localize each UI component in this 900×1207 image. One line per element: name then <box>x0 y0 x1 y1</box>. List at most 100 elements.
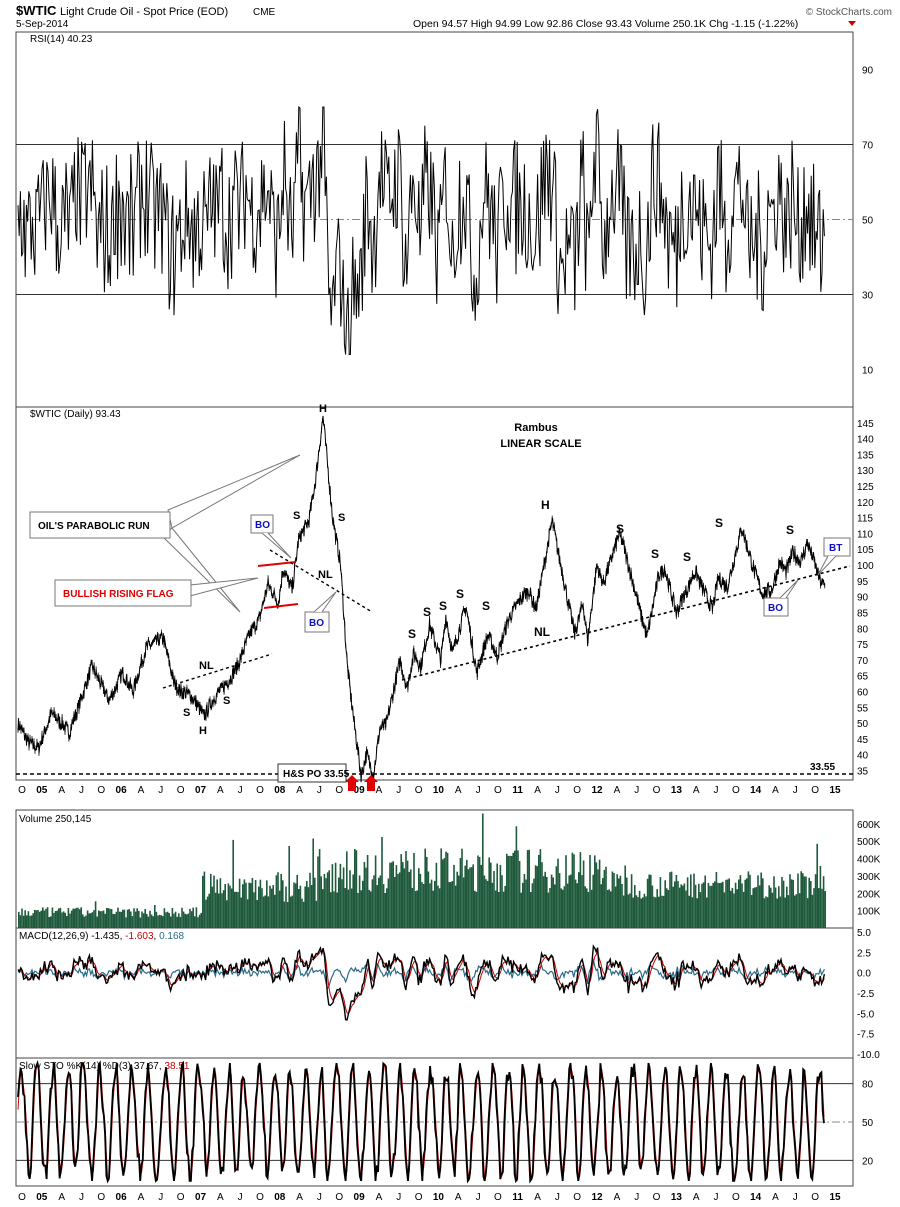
volume-bar <box>822 876 825 928</box>
volume-bar <box>200 912 202 928</box>
volume-bar <box>37 910 39 928</box>
volume-bar <box>709 885 711 928</box>
volume-bar <box>128 909 130 928</box>
volume-bar <box>360 890 362 928</box>
time-axis-label: 05 <box>36 1192 48 1203</box>
volume-bar <box>789 874 791 928</box>
rsi-tick-label: 50 <box>862 216 874 227</box>
price-tick-label: 135 <box>857 450 874 461</box>
volume-bar <box>256 900 258 928</box>
volume-bar <box>677 881 679 928</box>
macd-tick-label: -5.0 <box>857 1009 875 1020</box>
volume-bar <box>726 879 729 928</box>
volume-bar <box>18 911 20 928</box>
volume-bar <box>442 859 444 928</box>
shoulder-label: S <box>683 550 691 564</box>
volume-tick-label: 200K <box>857 889 881 900</box>
volume-bar <box>574 879 577 928</box>
chg-down-icon <box>848 21 856 26</box>
volume-bar <box>710 885 713 928</box>
volume-bar <box>275 875 278 928</box>
rsi-tick-label: 30 <box>862 291 874 302</box>
neckline-2008-label: NL <box>318 569 333 581</box>
volume-bar <box>219 878 222 928</box>
volume-bar <box>75 907 78 928</box>
volume-bar <box>597 869 599 928</box>
volume-bar <box>125 917 127 928</box>
volume-bar <box>763 898 766 928</box>
volume-bar <box>155 911 158 928</box>
volume-bar <box>206 896 209 928</box>
volume-bar <box>245 882 247 928</box>
time-axis-label: O <box>573 785 581 796</box>
volume-tick-label: 400K <box>857 855 881 866</box>
volume-bar <box>91 912 94 928</box>
volume-bar <box>253 892 255 928</box>
volume-bar <box>491 882 494 928</box>
volume-bar <box>349 870 351 928</box>
volume-bar <box>115 911 118 928</box>
volume-bar <box>82 914 84 928</box>
volume-bar <box>515 826 518 928</box>
volume-bar <box>48 917 50 928</box>
volume-bar <box>160 915 162 928</box>
volume-bar <box>469 867 471 928</box>
time-axis-label: 11 <box>512 785 523 796</box>
volume-bar <box>171 908 174 928</box>
volume-bar <box>494 890 497 928</box>
volume-bar <box>400 854 402 928</box>
rsi-tick-label: 10 <box>862 366 874 377</box>
macd-signal-value: -1.603 <box>125 931 154 942</box>
volume-tick-label: 600K <box>857 820 881 831</box>
volume-bar <box>568 875 570 928</box>
volume-bar <box>416 890 418 928</box>
macd-lines <box>17 944 826 1021</box>
volume-bar <box>310 885 313 928</box>
price-tick-label: 130 <box>857 466 874 477</box>
rambus-label: Rambus <box>514 422 557 434</box>
volume-bar <box>368 890 370 928</box>
volume-bar <box>728 878 730 928</box>
volume-bar <box>669 872 671 928</box>
volume-bar <box>374 855 377 928</box>
volume-bar <box>621 884 623 928</box>
volume-bar <box>362 880 364 928</box>
volume-bar <box>741 883 743 928</box>
time-axis-label: 09 <box>354 1192 366 1203</box>
time-axis-label: J <box>79 1192 84 1203</box>
volume-bar <box>302 901 305 928</box>
volume-bar <box>386 888 388 928</box>
volume-bar <box>147 916 150 928</box>
volume-bar <box>277 872 279 928</box>
volume-bar <box>24 910 26 928</box>
bottom-arrow-icon <box>364 775 378 791</box>
volume-bar <box>813 888 815 928</box>
volume-bar <box>611 871 614 928</box>
time-axis-label: A <box>614 785 621 796</box>
bottom-arrow-icon <box>345 775 359 791</box>
volume-bar <box>512 852 514 928</box>
volume-bar <box>43 910 46 928</box>
bo-pointer-2 <box>313 591 337 613</box>
volume-bar <box>670 871 673 928</box>
volume-bar <box>237 892 239 928</box>
macd-tick-label: -2.5 <box>857 989 875 1000</box>
volume-bar <box>635 895 638 928</box>
volume-bar <box>258 886 260 928</box>
time-axis-label: A <box>217 785 224 796</box>
volume-bar <box>224 884 226 928</box>
volume-bar <box>184 913 186 928</box>
volume-bar <box>67 908 70 928</box>
volume-bar <box>144 909 146 928</box>
volume-bar <box>330 892 332 928</box>
volume-bar <box>475 891 478 928</box>
volume-bar <box>747 871 750 928</box>
sto-lines <box>17 1059 825 1184</box>
time-axis-label: O <box>653 1192 661 1203</box>
volume-bar <box>562 889 564 928</box>
macd-title: MACD(12,26,9) -1.435, -1.603, 0.168 <box>19 931 185 942</box>
volume-bar <box>88 913 90 928</box>
volume-bar <box>134 911 137 928</box>
volume-bar <box>235 891 238 928</box>
volume-bar <box>251 877 254 928</box>
